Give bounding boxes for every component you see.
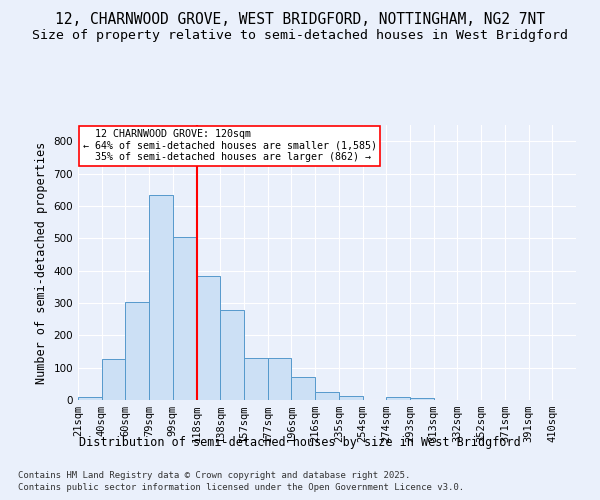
- Text: Size of property relative to semi-detached houses in West Bridgford: Size of property relative to semi-detach…: [32, 29, 568, 42]
- Bar: [410, 398, 434, 400]
- Bar: [125, 302, 149, 400]
- Text: Contains public sector information licensed under the Open Government Licence v3: Contains public sector information licen…: [18, 483, 464, 492]
- Text: 12 CHARNWOOD GROVE: 120sqm  
← 64% of semi-detached houses are smaller (1,585)
 : 12 CHARNWOOD GROVE: 120sqm ← 64% of semi…: [83, 129, 377, 162]
- Bar: [102, 358, 125, 400]
- Bar: [292, 378, 315, 400]
- Bar: [268, 358, 292, 400]
- Y-axis label: Number of semi-detached properties: Number of semi-detached properties: [35, 142, 48, 384]
- Text: Contains HM Land Registry data © Crown copyright and database right 2025.: Contains HM Land Registry data © Crown c…: [18, 471, 410, 480]
- Text: Distribution of semi-detached houses by size in West Bridgford: Distribution of semi-detached houses by …: [79, 436, 521, 449]
- Bar: [220, 310, 244, 400]
- Bar: [78, 398, 102, 400]
- Bar: [339, 396, 362, 400]
- Bar: [386, 398, 410, 400]
- Text: 12, CHARNWOOD GROVE, WEST BRIDGFORD, NOTTINGHAM, NG2 7NT: 12, CHARNWOOD GROVE, WEST BRIDGFORD, NOT…: [55, 12, 545, 28]
- Bar: [244, 358, 268, 400]
- Bar: [197, 276, 220, 400]
- Bar: [173, 238, 197, 400]
- Bar: [149, 194, 173, 400]
- Bar: [315, 392, 339, 400]
